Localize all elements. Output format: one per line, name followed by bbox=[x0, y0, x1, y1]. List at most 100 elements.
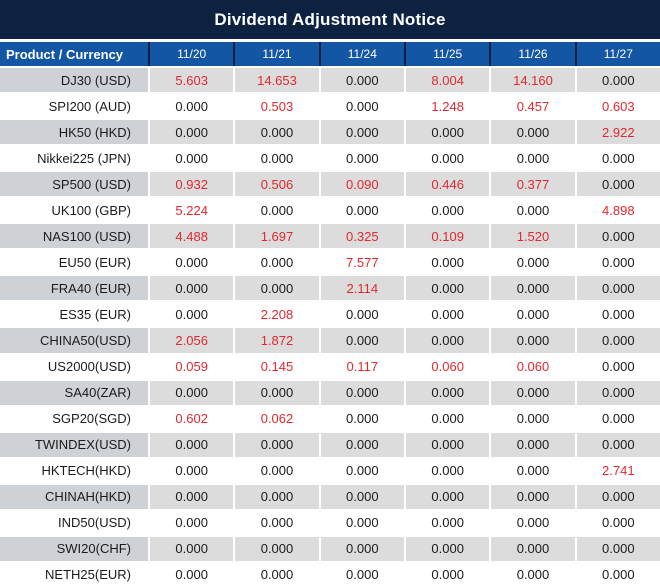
column-header-date: 11/25 bbox=[406, 42, 490, 66]
value-cell: 0.000 bbox=[576, 172, 660, 197]
product-cell: NAS100 (USD) bbox=[0, 224, 148, 249]
value-cell: 0.000 bbox=[150, 536, 234, 561]
value-cell: 0.000 bbox=[406, 432, 490, 457]
value-cell: 0.000 bbox=[406, 328, 490, 353]
value-cell: 0.446 bbox=[406, 172, 490, 197]
product-cell: HKTECH(HKD) bbox=[0, 458, 148, 483]
value-cell: 0.325 bbox=[320, 224, 404, 249]
value-cell: 0.602 bbox=[150, 406, 234, 431]
value-cell: 0.000 bbox=[235, 120, 319, 145]
product-cell: IND50(USD) bbox=[0, 510, 148, 535]
value-cell: 0.062 bbox=[235, 406, 319, 431]
value-cell: 2.208 bbox=[235, 302, 319, 327]
value-cell: 0.000 bbox=[576, 484, 660, 509]
product-cell: SA40(ZAR) bbox=[0, 380, 148, 405]
value-cell: 0.000 bbox=[150, 510, 234, 535]
value-cell: 0.000 bbox=[235, 562, 319, 587]
value-cell: 0.000 bbox=[406, 250, 490, 275]
product-cell: SP500 (USD) bbox=[0, 172, 148, 197]
value-cell: 0.000 bbox=[491, 328, 575, 353]
value-cell: 0.000 bbox=[406, 120, 490, 145]
value-cell: 4.898 bbox=[576, 198, 660, 223]
value-cell: 0.000 bbox=[491, 250, 575, 275]
value-cell: 0.000 bbox=[320, 302, 404, 327]
value-cell: 0.000 bbox=[235, 276, 319, 301]
page-title: Dividend Adjustment Notice bbox=[0, 0, 660, 39]
table-body: DJ30 (USD) 5.603 14.653 0.000 8.004 14.160 0.0… bbox=[0, 66, 660, 587]
value-cell: 0.000 bbox=[491, 510, 575, 535]
value-cell: 0.000 bbox=[576, 432, 660, 457]
value-cell: 0.000 bbox=[491, 120, 575, 145]
value-cell: 0.000 bbox=[406, 510, 490, 535]
column-header-date: 11/21 bbox=[235, 42, 319, 66]
value-cell: 0.000 bbox=[576, 510, 660, 535]
value-cell: 0.000 bbox=[150, 458, 234, 483]
value-cell: 0.000 bbox=[320, 536, 404, 561]
product-cell: EU50 (EUR) bbox=[0, 250, 148, 275]
value-cell: 2.056 bbox=[150, 328, 234, 353]
value-cell: 0.000 bbox=[406, 484, 490, 509]
value-cell: 0.000 bbox=[150, 276, 234, 301]
value-cell: 0.117 bbox=[320, 354, 404, 379]
value-cell: 2.114 bbox=[320, 276, 404, 301]
value-cell: 0.000 bbox=[406, 198, 490, 223]
value-cell: 0.000 bbox=[150, 562, 234, 587]
value-cell: 0.000 bbox=[576, 380, 660, 405]
value-cell: 0.000 bbox=[576, 354, 660, 379]
value-cell: 0.000 bbox=[150, 250, 234, 275]
product-cell: DJ30 (USD) bbox=[0, 68, 148, 93]
product-cell: FRA40 (EUR) bbox=[0, 276, 148, 301]
value-cell: 0.377 bbox=[491, 172, 575, 197]
product-cell: SPI200 (AUD) bbox=[0, 94, 148, 119]
value-cell: 0.000 bbox=[320, 510, 404, 535]
column-header-date: 11/24 bbox=[320, 42, 404, 66]
value-cell: 0.000 bbox=[320, 198, 404, 223]
value-cell: 0.000 bbox=[576, 224, 660, 249]
value-cell: 0.000 bbox=[320, 94, 404, 119]
value-cell: 0.000 bbox=[491, 302, 575, 327]
product-cell: Nikkei225 (JPN) bbox=[0, 146, 148, 171]
product-cell: UK100 (GBP) bbox=[0, 198, 148, 223]
value-cell: 0.090 bbox=[320, 172, 404, 197]
value-cell: 0.109 bbox=[406, 224, 490, 249]
value-cell: 0.000 bbox=[320, 120, 404, 145]
value-cell: 0.506 bbox=[235, 172, 319, 197]
value-cell: 0.000 bbox=[235, 484, 319, 509]
value-cell: 0.000 bbox=[576, 562, 660, 587]
divider bbox=[0, 39, 660, 42]
value-cell: 0.000 bbox=[406, 562, 490, 587]
value-cell: 0.145 bbox=[235, 354, 319, 379]
value-cell: 0.000 bbox=[150, 302, 234, 327]
value-cell: 0.457 bbox=[491, 94, 575, 119]
value-cell: 0.000 bbox=[150, 380, 234, 405]
value-cell: 0.000 bbox=[320, 146, 404, 171]
value-cell: 0.000 bbox=[235, 536, 319, 561]
value-cell: 0.000 bbox=[491, 484, 575, 509]
value-cell: 0.000 bbox=[576, 536, 660, 561]
value-cell: 0.000 bbox=[406, 276, 490, 301]
value-cell: 0.000 bbox=[150, 94, 234, 119]
value-cell: 0.000 bbox=[320, 458, 404, 483]
value-cell: 4.488 bbox=[150, 224, 234, 249]
value-cell: 1.248 bbox=[406, 94, 490, 119]
value-cell: 7.577 bbox=[320, 250, 404, 275]
value-cell: 0.000 bbox=[150, 432, 234, 457]
value-cell: 5.224 bbox=[150, 198, 234, 223]
product-cell: CHINA50(USD) bbox=[0, 328, 148, 353]
table-header-row: Product / Currency 11/20 11/21 11/24 11/25 1… bbox=[0, 42, 660, 66]
value-cell: 0.000 bbox=[576, 146, 660, 171]
value-cell: 0.000 bbox=[150, 146, 234, 171]
value-cell: 0.000 bbox=[576, 406, 660, 431]
value-cell: 0.000 bbox=[150, 120, 234, 145]
value-cell: 0.000 bbox=[576, 302, 660, 327]
value-cell: 1.697 bbox=[235, 224, 319, 249]
value-cell: 0.000 bbox=[491, 562, 575, 587]
value-cell: 0.000 bbox=[320, 562, 404, 587]
value-cell: 0.000 bbox=[576, 250, 660, 275]
value-cell: 0.932 bbox=[150, 172, 234, 197]
value-cell: 0.000 bbox=[491, 406, 575, 431]
value-cell: 0.000 bbox=[235, 458, 319, 483]
value-cell: 0.000 bbox=[150, 484, 234, 509]
value-cell: 0.060 bbox=[491, 354, 575, 379]
value-cell: 0.000 bbox=[576, 328, 660, 353]
